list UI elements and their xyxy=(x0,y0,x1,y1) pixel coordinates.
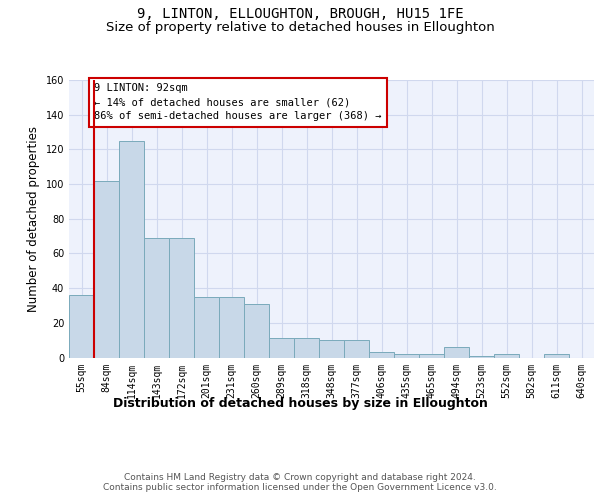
Bar xyxy=(144,238,169,358)
Text: 9 LINTON: 92sqm
← 14% of detached houses are smaller (62)
86% of semi-detached h: 9 LINTON: 92sqm ← 14% of detached houses… xyxy=(95,84,382,122)
Bar xyxy=(194,297,219,358)
Bar xyxy=(344,340,369,357)
Bar xyxy=(544,354,569,358)
Bar xyxy=(269,338,294,357)
Text: Size of property relative to detached houses in Elloughton: Size of property relative to detached ho… xyxy=(106,21,494,34)
Bar xyxy=(94,180,119,358)
Text: Contains HM Land Registry data © Crown copyright and database right 2024.
Contai: Contains HM Land Registry data © Crown c… xyxy=(103,472,497,492)
Bar xyxy=(69,295,94,358)
Bar xyxy=(369,352,394,358)
Bar xyxy=(219,297,244,358)
Bar xyxy=(119,140,144,358)
Bar xyxy=(319,340,344,357)
Bar xyxy=(494,354,519,358)
Bar xyxy=(419,354,444,358)
Text: 9, LINTON, ELLOUGHTON, BROUGH, HU15 1FE: 9, LINTON, ELLOUGHTON, BROUGH, HU15 1FE xyxy=(137,8,463,22)
Bar xyxy=(444,347,469,358)
Bar xyxy=(244,304,269,358)
Bar xyxy=(169,238,194,358)
Text: Distribution of detached houses by size in Elloughton: Distribution of detached houses by size … xyxy=(113,398,487,410)
Bar xyxy=(394,354,419,358)
Bar xyxy=(469,356,494,358)
Bar xyxy=(294,338,319,357)
Y-axis label: Number of detached properties: Number of detached properties xyxy=(27,126,40,312)
